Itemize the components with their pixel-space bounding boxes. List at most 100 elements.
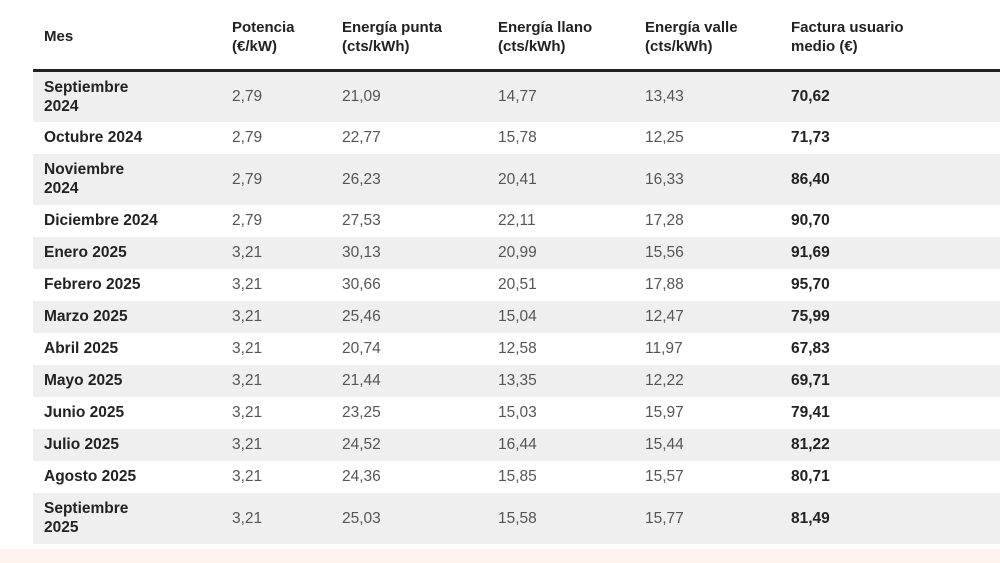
- header-mes: Mes: [33, 0, 221, 72]
- cell-factura: 95,70: [791, 276, 830, 293]
- cell-energia-valle: 17,28: [645, 212, 684, 229]
- header-factura: Factura usuario medio (€): [780, 0, 1000, 72]
- table-row: Junio 2025 3,21 23,25 15,03 15,97 79,41: [33, 397, 1000, 429]
- header-energia-valle: Energía valle (cts/kWh): [634, 0, 780, 72]
- cell-mes: Junio 2025: [44, 404, 125, 421]
- cell-energia-punta: 24,52: [342, 436, 381, 453]
- table-header: Mes Potencia (€/kW) Energía punta (cts/k…: [33, 0, 1000, 72]
- table-row: Septiembre 2025 3,21 25,03 15,58 15,77 81,49: [33, 492, 1000, 544]
- cell-energia-llano: 15,78: [498, 129, 537, 146]
- cell-energia-valle: 12,47: [645, 308, 684, 325]
- cell-energia-valle: 11,97: [645, 340, 683, 357]
- cell-energia-punta: 22,77: [342, 129, 381, 146]
- cell-energia-llano: 15,03: [498, 404, 537, 421]
- cell-mes: Enero 2025: [44, 244, 127, 261]
- cell-potencia: 3,21: [232, 509, 263, 527]
- cell-energia-llano: 13,35: [498, 372, 537, 389]
- tariff-table: Mes Potencia (€/kW) Energía punta (cts/k…: [33, 0, 1000, 544]
- cell-energia-llano: 20,99: [498, 244, 537, 261]
- table-row: Mayo 2025 3,21 21,44 13,35 12,22 69,71: [33, 364, 1000, 397]
- cell-energia-valle: 16,33: [645, 170, 684, 188]
- cell-energia-llano: 22,11: [498, 212, 536, 229]
- table-body: Septiembre 2024 2,79 21,09 14,77 13,43 70,62 O…: [33, 70, 1000, 544]
- cell-factura: 81,22: [791, 436, 830, 453]
- cell-energia-punta: 20,74: [342, 340, 381, 357]
- cell-energia-punta: 21,44: [342, 372, 381, 389]
- cell-potencia: 3,21: [232, 436, 263, 453]
- table-row: Julio 2025 3,21 24,52 16,44 15,44 81,22: [33, 428, 1000, 461]
- tariff-table-container: Mes Potencia (€/kW) Energía punta (cts/k…: [33, 0, 1000, 544]
- cell-mes: Julio 2025: [44, 436, 119, 453]
- cell-energia-valle: 13,43: [645, 88, 684, 106]
- table-row: Febrero 2025 3,21 30,66 20,51 17,88 95,70: [33, 269, 1000, 301]
- table-row: Abril 2025 3,21 20,74 12,58 11,97 67,83: [33, 333, 1000, 365]
- cell-energia-llano: 15,58: [498, 509, 537, 527]
- cell-potencia: 2,79: [232, 212, 263, 229]
- cell-potencia: 3,21: [232, 404, 263, 421]
- header-row: Mes Potencia (€/kW) Energía punta (cts/k…: [33, 0, 1000, 72]
- cell-mes: Septiembre 2025: [44, 500, 129, 536]
- cell-energia-punta: 24,36: [342, 468, 381, 485]
- cell-potencia: 3,21: [232, 468, 263, 485]
- cell-energia-punta: 30,66: [342, 276, 381, 293]
- cell-mes: Febrero 2025: [44, 276, 141, 293]
- cell-energia-punta: 26,23: [342, 170, 381, 188]
- cell-energia-punta: 30,13: [342, 244, 381, 261]
- header-energia-llano: Energía llano (cts/kWh): [487, 0, 634, 72]
- cell-energia-valle: 15,77: [645, 509, 684, 527]
- cell-energia-llano: 16,44: [498, 436, 537, 453]
- header-potencia: Potencia (€/kW): [221, 0, 331, 72]
- cell-energia-llano: 12,58: [498, 340, 537, 357]
- cell-potencia: 3,21: [232, 340, 263, 357]
- cell-factura: 67,83: [791, 340, 830, 357]
- cell-energia-punta: 27,53: [342, 212, 381, 229]
- cell-mes: Marzo 2025: [44, 308, 128, 325]
- cell-mes: Mayo 2025: [44, 372, 123, 389]
- cell-energia-llano: 15,04: [498, 308, 537, 325]
- cell-energia-valle: 15,56: [645, 244, 684, 261]
- cell-potencia: 2,79: [232, 129, 263, 146]
- table-row: Enero 2025 3,21 30,13 20,99 15,56 91,69: [33, 236, 1000, 269]
- cell-mes: Noviembre 2024: [44, 161, 125, 197]
- table-row: Diciembre 2024 2,79 27,53 22,11 17,28 90,70: [33, 205, 1000, 237]
- footer-strip: [0, 549, 1000, 563]
- table-row: Septiembre 2024 2,79 21,09 14,77 13,43 70,62: [33, 70, 1000, 122]
- table-row: Marzo 2025 3,21 25,46 15,04 12,47 75,99: [33, 300, 1000, 333]
- cell-energia-punta: 25,46: [342, 308, 381, 325]
- cell-factura: 75,99: [791, 308, 830, 325]
- cell-factura: 79,41: [791, 404, 830, 421]
- cell-energia-valle: 17,88: [645, 276, 684, 293]
- cell-potencia: 3,21: [232, 244, 263, 261]
- cell-energia-llano: 20,51: [498, 276, 537, 293]
- cell-potencia: 3,21: [232, 372, 263, 389]
- cell-energia-llano: 14,77: [498, 88, 537, 106]
- cell-factura: 71,73: [791, 129, 830, 146]
- cell-energia-punta: 23,25: [342, 404, 381, 421]
- cell-energia-punta: 25,03: [342, 509, 381, 527]
- cell-energia-punta: 21,09: [342, 88, 381, 106]
- cell-mes: Diciembre 2024: [44, 212, 158, 229]
- table-row: Agosto 2025 3,21 24,36 15,85 15,57 80,71: [33, 461, 1000, 493]
- cell-mes: Octubre 2024: [44, 129, 143, 146]
- table-row: Noviembre 2024 2,79 26,23 20,41 16,33 86,40: [33, 153, 1000, 205]
- cell-energia-valle: 15,97: [645, 404, 684, 421]
- cell-energia-valle: 15,57: [645, 468, 684, 485]
- cell-mes: Agosto 2025: [44, 468, 137, 485]
- cell-factura: 91,69: [791, 244, 830, 261]
- cell-factura: 69,71: [791, 372, 830, 389]
- cell-potencia: 3,21: [232, 308, 263, 325]
- cell-energia-llano: 20,41: [498, 170, 537, 188]
- cell-potencia: 3,21: [232, 276, 263, 293]
- cell-mes: Abril 2025: [44, 340, 119, 357]
- header-energia-punta: Energía punta (cts/kWh): [331, 0, 487, 72]
- cell-energia-valle: 15,44: [645, 436, 684, 453]
- cell-energia-valle: 12,25: [645, 129, 684, 146]
- cell-factura: 81,49: [791, 509, 830, 527]
- cell-potencia: 2,79: [232, 170, 263, 188]
- cell-energia-llano: 15,85: [498, 468, 537, 485]
- cell-factura: 70,62: [791, 88, 830, 106]
- cell-potencia: 2,79: [232, 88, 263, 106]
- cell-energia-valle: 12,22: [645, 372, 684, 389]
- table-row: Octubre 2024 2,79 22,77 15,78 12,25 71,73: [33, 122, 1000, 154]
- cell-factura: 80,71: [791, 468, 830, 485]
